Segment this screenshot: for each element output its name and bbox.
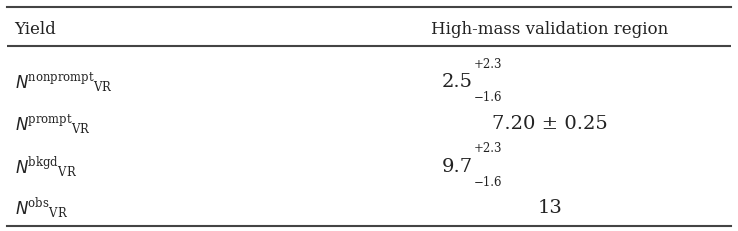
Text: +2.3: +2.3 <box>474 58 503 70</box>
Text: $\mathit{N}$$^{\mathdefault{prompt}}$$_{\mathdefault{VR}}$: $\mathit{N}$$^{\mathdefault{prompt}}$$_{… <box>15 112 91 136</box>
Text: +2.3: +2.3 <box>474 142 503 155</box>
Text: −1.6: −1.6 <box>474 176 503 189</box>
Text: Yield: Yield <box>15 21 56 38</box>
Text: $\mathit{N}$$^{\mathdefault{nonprompt}}$$_{\mathdefault{VR}}$: $\mathit{N}$$^{\mathdefault{nonprompt}}$… <box>15 70 112 94</box>
Text: 9.7: 9.7 <box>441 158 472 176</box>
Text: High-mass validation region: High-mass validation region <box>431 21 669 38</box>
Text: −1.6: −1.6 <box>474 91 503 104</box>
Text: 2.5: 2.5 <box>441 73 472 91</box>
Text: 7.20 ± 0.25: 7.20 ± 0.25 <box>492 115 607 133</box>
Text: $\mathit{N}$$^{\mathdefault{obs}}$$_{\mathdefault{VR}}$: $\mathit{N}$$^{\mathdefault{obs}}$$_{\ma… <box>15 195 68 220</box>
Text: $\mathit{N}$$^{\mathdefault{bkgd}}$$_{\mathdefault{VR}}$: $\mathit{N}$$^{\mathdefault{bkgd}}$$_{\m… <box>15 154 77 179</box>
Text: 13: 13 <box>537 199 562 217</box>
